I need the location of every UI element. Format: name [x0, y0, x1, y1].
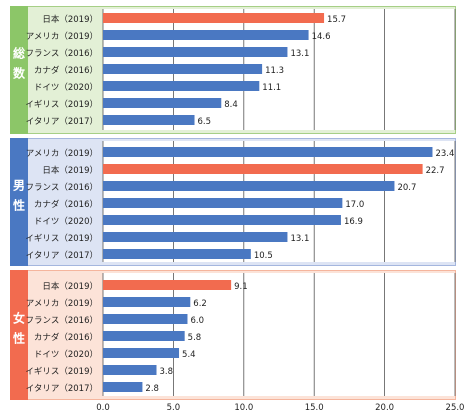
bar — [103, 365, 157, 375]
category-label: イタリア（2017） — [26, 116, 98, 127]
value-label: 23.4 — [435, 149, 454, 159]
category-label: イギリス（2019） — [25, 366, 98, 377]
bar — [103, 164, 423, 174]
panel-tab — [10, 6, 28, 134]
bar — [103, 215, 341, 225]
value-label: 20.7 — [397, 183, 416, 193]
category-label: フランス（2016） — [26, 315, 98, 326]
value-label: 15.7 — [327, 15, 346, 25]
category-label: 日本（2019） — [42, 281, 98, 292]
panel-3: 女性 日本（2019） 9.1 アメリカ（2019） 6.2 フランス（2016） 6.0 カ… — [10, 270, 456, 400]
category-label: ドイツ（2020） — [34, 82, 98, 93]
category-label: イギリス（2019） — [25, 233, 98, 244]
category-label: カナダ（2016） — [34, 199, 98, 210]
value-label: 5.8 — [188, 333, 202, 343]
value-label: 6.5 — [198, 117, 212, 127]
bar — [103, 98, 222, 108]
bar — [103, 47, 288, 57]
bar — [103, 249, 251, 259]
bar — [103, 297, 191, 307]
value-label: 10.5 — [254, 251, 273, 261]
bar — [103, 181, 395, 191]
bar — [103, 147, 433, 157]
category-label: 日本（2019） — [42, 14, 98, 25]
value-label: 11.1 — [262, 83, 281, 93]
value-label: 13.1 — [290, 49, 309, 59]
bar — [103, 280, 232, 290]
value-label: 22.7 — [426, 166, 445, 176]
value-label: 11.3 — [265, 66, 284, 76]
bar — [103, 348, 180, 358]
bar — [103, 81, 260, 91]
panel-2: 男性 アメリカ（2019） 23.4 日本（2019） 22.7 フランス（2016） 20… — [10, 138, 456, 266]
value-label: 17.0 — [345, 200, 364, 210]
bar — [103, 30, 309, 40]
value-label: 3.8 — [160, 367, 174, 377]
value-label: 2.8 — [145, 384, 159, 394]
category-label: イタリア（2017） — [26, 250, 98, 261]
bar — [103, 13, 325, 23]
category-label: フランス（2016） — [26, 48, 98, 59]
bar — [103, 314, 188, 324]
category-label: アメリカ（2019） — [26, 148, 98, 159]
category-label: アメリカ（2019） — [26, 31, 98, 42]
x-tick-label: 25.0 — [446, 403, 465, 413]
panel-tab — [10, 270, 28, 400]
category-label: 日本（2019） — [42, 165, 98, 176]
category-label: カナダ（2016） — [34, 332, 98, 343]
x-tick-label: 5.0 — [167, 403, 181, 413]
x-tick-label: 20.0 — [375, 403, 394, 413]
bar — [103, 198, 343, 208]
x-axis-ticks: 0.0 5.0 10.0 15.0 20.0 25.0 — [96, 403, 464, 413]
bar — [103, 232, 288, 242]
bar — [103, 115, 195, 125]
x-tick-label: 10.0 — [234, 403, 253, 413]
panel-tab — [10, 138, 28, 266]
bar — [103, 382, 143, 392]
panel-label: 女性 — [12, 311, 25, 346]
category-label: カナダ（2016） — [34, 65, 98, 76]
x-tick-label: 0.0 — [96, 403, 110, 413]
x-tick-label: 15.0 — [305, 403, 324, 413]
value-label: 5.4 — [182, 350, 196, 360]
value-label: 6.0 — [190, 316, 204, 326]
category-label: フランス（2016） — [26, 182, 98, 193]
value-label: 16.9 — [344, 217, 363, 227]
category-label: ドイツ（2020） — [34, 216, 98, 227]
value-label: 14.6 — [312, 32, 331, 42]
value-label: 13.1 — [290, 234, 309, 244]
category-label: イギリス（2019） — [25, 99, 98, 110]
bar — [103, 64, 263, 74]
value-label: 8.4 — [224, 100, 238, 110]
panel-label: 総数 — [13, 46, 26, 81]
category-label: イタリア（2017） — [26, 383, 98, 394]
panel-1: 総数 日本（2019） 15.7 アメリカ（2019） 14.6 フランス（2016） 13… — [10, 6, 456, 134]
category-label: アメリカ（2019） — [26, 298, 98, 309]
category-label: ドイツ（2020） — [34, 349, 98, 360]
bar — [103, 331, 185, 341]
panel-label: 男性 — [12, 179, 25, 213]
value-label: 6.2 — [193, 299, 207, 309]
value-label: 9.1 — [234, 282, 248, 292]
